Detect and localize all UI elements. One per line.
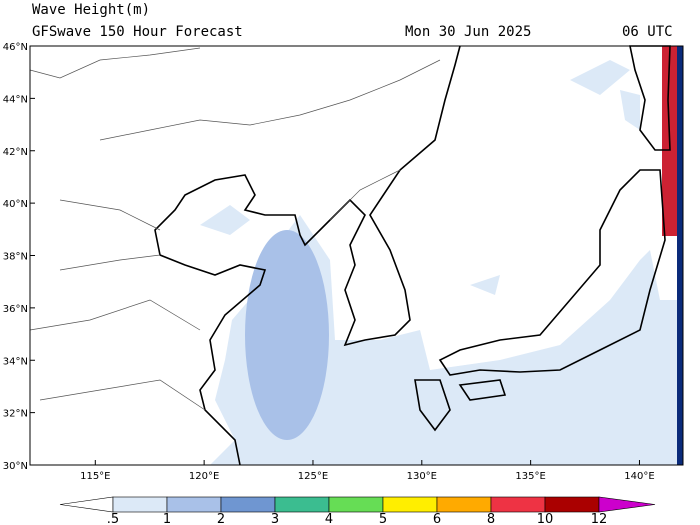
colorbar-over [598, 496, 656, 513]
x-tick-label: 125°E [298, 471, 328, 482]
y-tick-label: 44°N [3, 94, 28, 105]
wave-shade [245, 230, 329, 440]
colorbar-bin [112, 496, 168, 513]
map [29, 45, 684, 466]
time: 06 UTC [622, 24, 673, 40]
colorbar-label: 4 [325, 512, 333, 525]
colorbar-bin [166, 496, 222, 513]
wave-shade [677, 46, 683, 465]
subtitle: GFSwave 150 Hour Forecast [32, 24, 243, 40]
y-tick-label: 42°N [3, 147, 28, 158]
x-tick-label: 140°E [624, 471, 654, 482]
x-tick-label: 120°E [189, 471, 219, 482]
colorbar-label: 5 [379, 512, 387, 525]
y-tick-label: 30°N [3, 461, 28, 472]
colorbar-label: 10 [537, 512, 554, 525]
colorbar-label: .5 [107, 512, 119, 525]
colorbar-bin [544, 496, 600, 513]
colorbar-bin [220, 496, 276, 513]
colorbar-label: 8 [487, 512, 495, 525]
x-tick-label: 115°E [80, 471, 110, 482]
colorbar-label: 6 [433, 512, 441, 525]
colorbar-label: 1 [163, 512, 171, 525]
y-tick-label: 34°N [3, 356, 28, 367]
y-tick-label: 32°N [3, 409, 28, 420]
coastline [154, 45, 461, 466]
coastline [414, 45, 671, 432]
y-tick-label: 36°N [3, 304, 28, 315]
colorbar-label: 3 [271, 512, 279, 525]
wave-shade [210, 215, 683, 465]
x-tick-label: 135°E [515, 471, 545, 482]
colorbar-bin [490, 496, 546, 513]
colorbar-bin [382, 496, 438, 513]
title: Wave Height(m) [32, 2, 150, 18]
colorbar-bin [328, 496, 384, 513]
y-tick-label: 46°N [3, 42, 28, 53]
colorbar-label: 12 [591, 512, 608, 525]
date: Mon 30 Jun 2025 [405, 24, 531, 40]
colorbar-bin [436, 496, 492, 513]
border [29, 47, 441, 411]
colorbar-bin [274, 496, 330, 513]
colorbar-under [59, 496, 114, 513]
y-tick-label: 40°N [3, 199, 28, 210]
wave-shade [200, 60, 640, 295]
x-tick-label: 130°E [407, 471, 437, 482]
y-tick-label: 38°N [3, 252, 28, 263]
colorbar-label: 2 [217, 512, 225, 525]
